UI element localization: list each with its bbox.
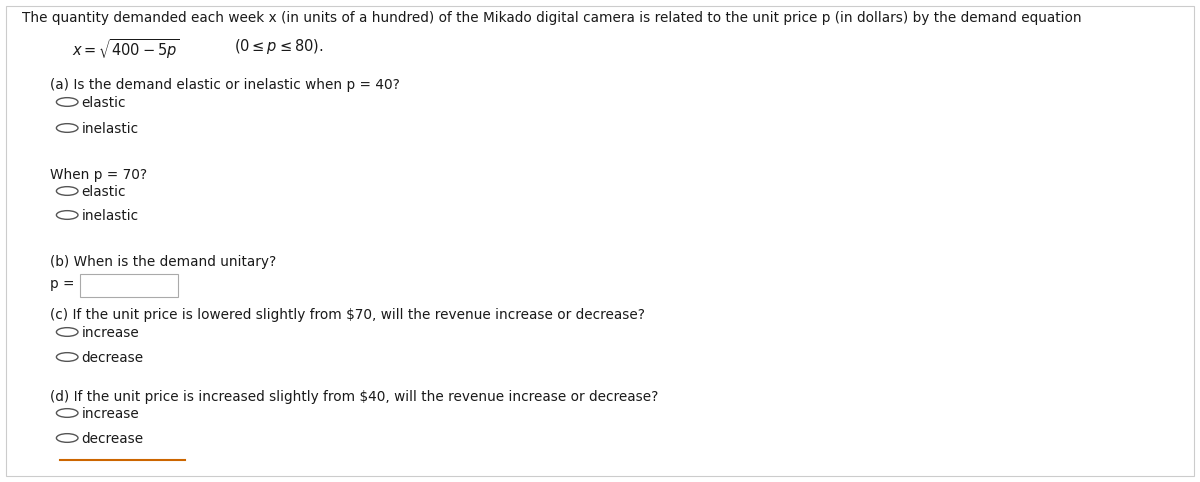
Text: elastic: elastic [82,185,126,199]
Text: elastic: elastic [82,96,126,110]
Text: inelastic: inelastic [82,209,139,223]
Text: (a) Is the demand elastic or inelastic when p = 40?: (a) Is the demand elastic or inelastic w… [50,78,401,92]
Text: $(0 \leq p \leq 80).$: $(0 \leq p \leq 80).$ [234,37,324,56]
Text: inelastic: inelastic [82,122,139,136]
Text: p =: p = [50,277,74,291]
Text: decrease: decrease [82,351,144,365]
Text: increase: increase [82,326,139,340]
Text: decrease: decrease [82,432,144,446]
Text: The quantity demanded each week x (in units of a hundred) of the Mikado digital : The quantity demanded each week x (in un… [22,11,1081,25]
Text: (b) When is the demand unitary?: (b) When is the demand unitary? [50,255,277,269]
Text: increase: increase [82,407,139,421]
Text: (d) If the unit price is increased slightly from $40, will the revenue increase : (d) If the unit price is increased sligh… [50,390,659,404]
Text: $x = \sqrt{400 - 5p}$: $x = \sqrt{400 - 5p}$ [72,37,180,61]
Text: (c) If the unit price is lowered slightly from $70, will the revenue increase or: (c) If the unit price is lowered slightl… [50,308,646,322]
Text: When p = 70?: When p = 70? [50,168,148,182]
